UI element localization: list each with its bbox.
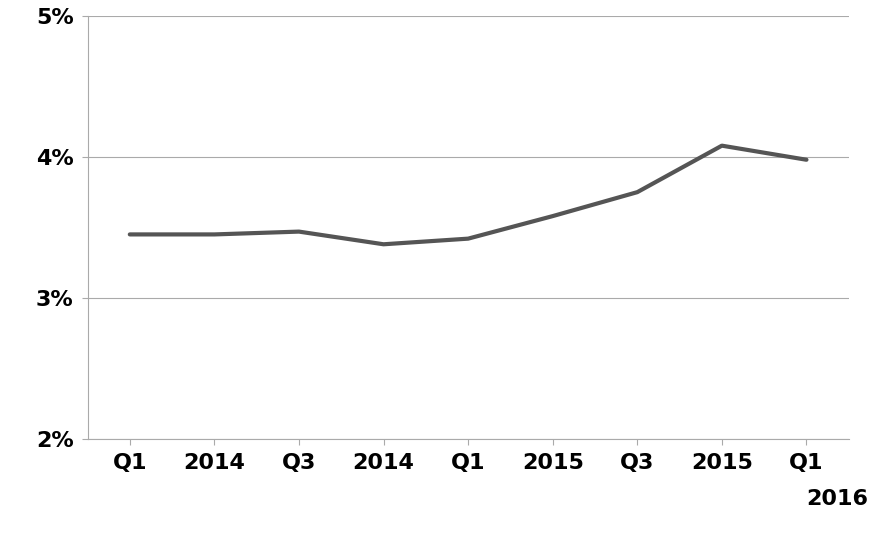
Text: 2016: 2016 (807, 488, 869, 509)
